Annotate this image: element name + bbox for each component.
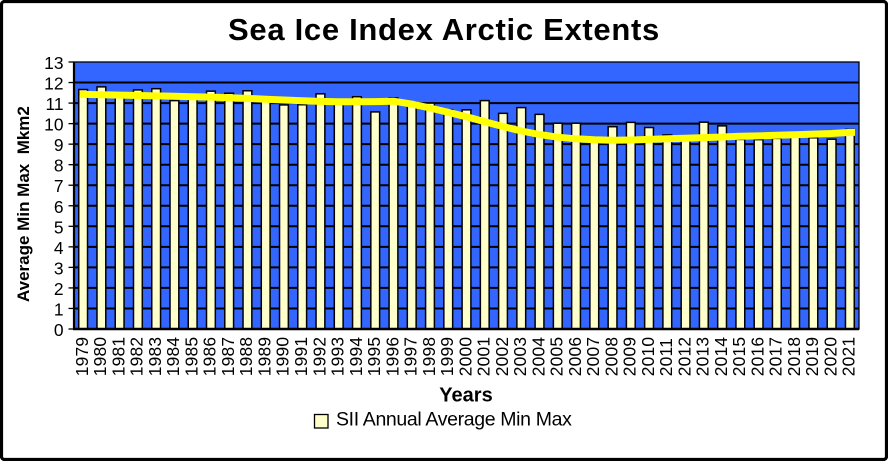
svg-text:1989: 1989: [255, 337, 275, 377]
svg-text:2000: 2000: [455, 337, 475, 377]
svg-text:12: 12: [44, 74, 63, 94]
svg-text:1994: 1994: [346, 337, 366, 377]
svg-text:1980: 1980: [90, 337, 110, 377]
svg-text:13: 13: [44, 53, 63, 73]
svg-text:2020: 2020: [820, 337, 840, 377]
svg-text:2015: 2015: [729, 337, 749, 377]
svg-text:Average Min Max Mkm2: Average Min Max Mkm2: [14, 106, 33, 302]
svg-text:SII Annual Average Min Max: SII Annual Average Min Max: [336, 409, 572, 431]
svg-text:2006: 2006: [565, 337, 585, 377]
svg-text:1: 1: [54, 299, 64, 319]
svg-text:2: 2: [54, 279, 64, 299]
svg-text:2011: 2011: [656, 338, 676, 376]
svg-text:1979: 1979: [72, 337, 92, 377]
svg-text:0: 0: [54, 320, 64, 340]
svg-text:1998: 1998: [419, 337, 439, 377]
svg-text:2007: 2007: [583, 337, 603, 377]
svg-text:7: 7: [54, 176, 64, 196]
svg-text:1983: 1983: [145, 337, 165, 377]
svg-text:2004: 2004: [528, 337, 548, 377]
svg-text:2019: 2019: [802, 337, 822, 377]
svg-text:2005: 2005: [547, 337, 567, 377]
svg-text:4: 4: [54, 238, 64, 258]
svg-text:2013: 2013: [693, 337, 713, 377]
svg-text:1982: 1982: [127, 337, 147, 377]
svg-text:1988: 1988: [236, 337, 256, 377]
svg-text:1993: 1993: [328, 337, 348, 377]
svg-text:1990: 1990: [273, 337, 293, 377]
svg-text:6: 6: [54, 197, 64, 217]
svg-text:1997: 1997: [401, 337, 421, 377]
svg-text:10: 10: [44, 115, 63, 135]
svg-text:1992: 1992: [309, 337, 329, 377]
svg-text:9: 9: [54, 135, 64, 155]
svg-text:2012: 2012: [674, 337, 694, 377]
svg-text:11: 11: [45, 94, 63, 114]
svg-text:3: 3: [54, 258, 64, 278]
svg-text:2001: 2001: [474, 337, 494, 377]
svg-text:2003: 2003: [510, 337, 530, 377]
svg-text:Years: Years: [439, 385, 492, 407]
svg-text:2016: 2016: [747, 337, 767, 377]
svg-text:1986: 1986: [200, 337, 220, 377]
svg-text:1984: 1984: [163, 337, 183, 377]
svg-text:1995: 1995: [364, 337, 384, 377]
svg-text:1991: 1991: [291, 337, 311, 377]
svg-text:2014: 2014: [711, 337, 731, 377]
svg-text:2021: 2021: [839, 337, 859, 377]
svg-text:2010: 2010: [638, 337, 658, 377]
svg-text:2009: 2009: [620, 337, 640, 377]
svg-text:2002: 2002: [492, 337, 512, 377]
svg-text:1999: 1999: [437, 337, 457, 377]
svg-text:1987: 1987: [218, 337, 238, 377]
svg-text:1996: 1996: [382, 337, 402, 377]
svg-text:8: 8: [54, 156, 64, 176]
svg-text:5: 5: [54, 217, 64, 237]
svg-text:2008: 2008: [601, 337, 621, 377]
svg-text:2018: 2018: [784, 337, 804, 377]
svg-text:1981: 1981: [108, 337, 128, 377]
svg-text:2017: 2017: [766, 337, 786, 377]
svg-text:Sea Ice Index Arctic Extents: Sea Ice Index Arctic Extents: [228, 12, 660, 47]
svg-text:1985: 1985: [182, 337, 202, 377]
